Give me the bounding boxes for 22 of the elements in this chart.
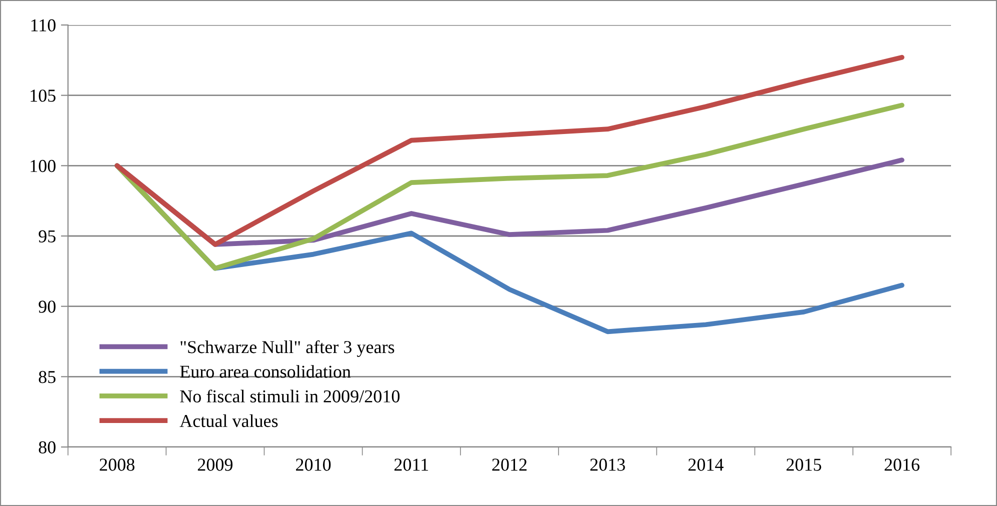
y-tick-label: 105 <box>30 90 56 102</box>
y-tick-label: 90 <box>38 300 56 313</box>
x-tick-label: 2016 <box>884 458 920 471</box>
x-tick-label: 2008 <box>100 458 134 471</box>
legend-label: Euro area consolidation <box>180 365 351 378</box>
y-tick-label: 95 <box>38 230 56 242</box>
y-tick-label: 85 <box>38 370 56 384</box>
legend-label: Actual values <box>180 414 278 428</box>
x-tick-label: 2010 <box>296 458 331 471</box>
legend-label: No fiscal stimuli in 2009/2010 <box>180 390 400 402</box>
x-tick-label: 2011 <box>394 458 428 471</box>
y-tick-label: 80 <box>38 441 56 454</box>
line-series <box>114 54 904 247</box>
line-series <box>114 102 904 271</box>
x-tick-label: 2015 <box>786 458 822 471</box>
x-tick-label: 2014 <box>688 458 724 471</box>
x-tick-label: 2013 <box>590 458 625 471</box>
x-tick-label: 2012 <box>492 458 527 471</box>
y-tick-label: 110 <box>31 19 56 32</box>
legend-label: "Schwarze Null" after 3 years <box>180 340 394 357</box>
y-tick-label: 100 <box>30 160 56 172</box>
x-tick-label: 2009 <box>198 458 232 471</box>
